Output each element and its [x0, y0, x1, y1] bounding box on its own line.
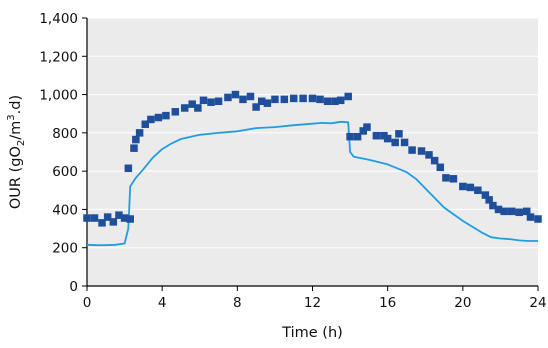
data-point [126, 215, 134, 223]
data-point [395, 130, 403, 138]
data-point [214, 97, 223, 106]
data-point [130, 144, 138, 152]
y-tick-label: 400 [52, 202, 78, 218]
data-point [331, 97, 339, 106]
data-point [383, 134, 392, 143]
data-point [289, 94, 298, 103]
data-point [162, 111, 170, 120]
data-point [239, 95, 247, 104]
y-tick-label: 600 [52, 164, 78, 180]
x-tick-label: 4 [158, 295, 167, 311]
data-point [188, 100, 196, 108]
data-point [280, 95, 289, 104]
data-point [154, 113, 163, 122]
data-point [400, 138, 409, 147]
data-point [252, 103, 260, 111]
data-point [103, 213, 112, 221]
data-point [171, 108, 180, 116]
data-point [481, 191, 490, 199]
y-tick-label: 200 [52, 241, 78, 257]
data-point [83, 214, 91, 222]
data-point [224, 93, 232, 102]
data-point [466, 183, 475, 192]
series-line [86, 120, 538, 247]
y-axis-title-end: .d) [8, 95, 24, 114]
series [83, 90, 542, 247]
data-point [449, 175, 458, 183]
data-point [436, 163, 445, 172]
data-point [417, 147, 426, 155]
y-tick-label: 1,200 [39, 49, 78, 65]
data-point [485, 196, 493, 204]
data-point [90, 214, 99, 222]
data-point [526, 213, 535, 221]
data-point [271, 95, 279, 104]
data-point [246, 92, 255, 101]
data-point [194, 104, 202, 112]
y-tick-label: 800 [52, 126, 78, 142]
data-point [500, 207, 508, 216]
x-tick-label: 24 [529, 295, 546, 311]
x-tick-label: 0 [83, 295, 92, 311]
data-point [425, 151, 433, 159]
data-point [336, 96, 345, 105]
x-tick-label: 8 [233, 295, 242, 311]
data-point [489, 201, 497, 210]
data-point [522, 207, 531, 216]
data-point [442, 174, 450, 182]
data-point [346, 132, 354, 141]
x-tick-label: 12 [304, 295, 321, 311]
plot-area [87, 18, 538, 286]
y-tick-label: 0 [69, 279, 78, 295]
y-axis-title-subscript: 2 [16, 140, 27, 146]
data-point [359, 127, 367, 135]
data-point [391, 138, 399, 147]
data-point [430, 156, 439, 165]
y-axis-title-main: OUR (gO [8, 146, 24, 209]
data-point [459, 182, 467, 191]
data-point [207, 98, 215, 106]
data-point [344, 92, 352, 101]
data-point [353, 132, 362, 141]
data-point [115, 211, 123, 219]
data-point [180, 104, 189, 112]
data-point [323, 97, 332, 106]
data-point [408, 146, 416, 154]
data-point [316, 95, 324, 104]
data-point [120, 214, 129, 222]
y-axis-title-superscript: 3 [6, 114, 17, 120]
data-point [124, 164, 133, 173]
data-point [231, 90, 240, 99]
data-point [372, 131, 381, 140]
x-tick-label: 20 [454, 295, 471, 311]
data-point [132, 135, 140, 144]
x-tick-label: 16 [379, 295, 396, 311]
y-axis-title: OUR (gO2/m3.d) [6, 95, 27, 209]
data-point [380, 131, 388, 140]
data-point [98, 219, 106, 227]
ticks: 0 4 8 12 16 20 24 0 200 400 600 800 1,000 1,200 1,400 [39, 11, 546, 311]
data-point [507, 207, 516, 216]
gridlines [87, 17, 538, 249]
data-point [258, 97, 266, 106]
data-point [363, 123, 371, 131]
data-point [109, 218, 118, 226]
data-point [494, 205, 503, 214]
data-point [263, 99, 272, 107]
data-point [474, 186, 482, 195]
x-axis-title: Time (h) [281, 325, 343, 341]
y-tick-label: 1,000 [39, 88, 78, 104]
data-point [147, 115, 155, 124]
data-point [135, 129, 144, 137]
y-axis-title-mid: /m [8, 121, 24, 140]
data-point [199, 96, 208, 105]
data-point [299, 94, 307, 103]
data-point [308, 94, 317, 103]
data-point [534, 215, 542, 223]
data-point [515, 208, 523, 217]
data-point [141, 120, 150, 128]
y-tick-label: 1,400 [39, 11, 78, 27]
